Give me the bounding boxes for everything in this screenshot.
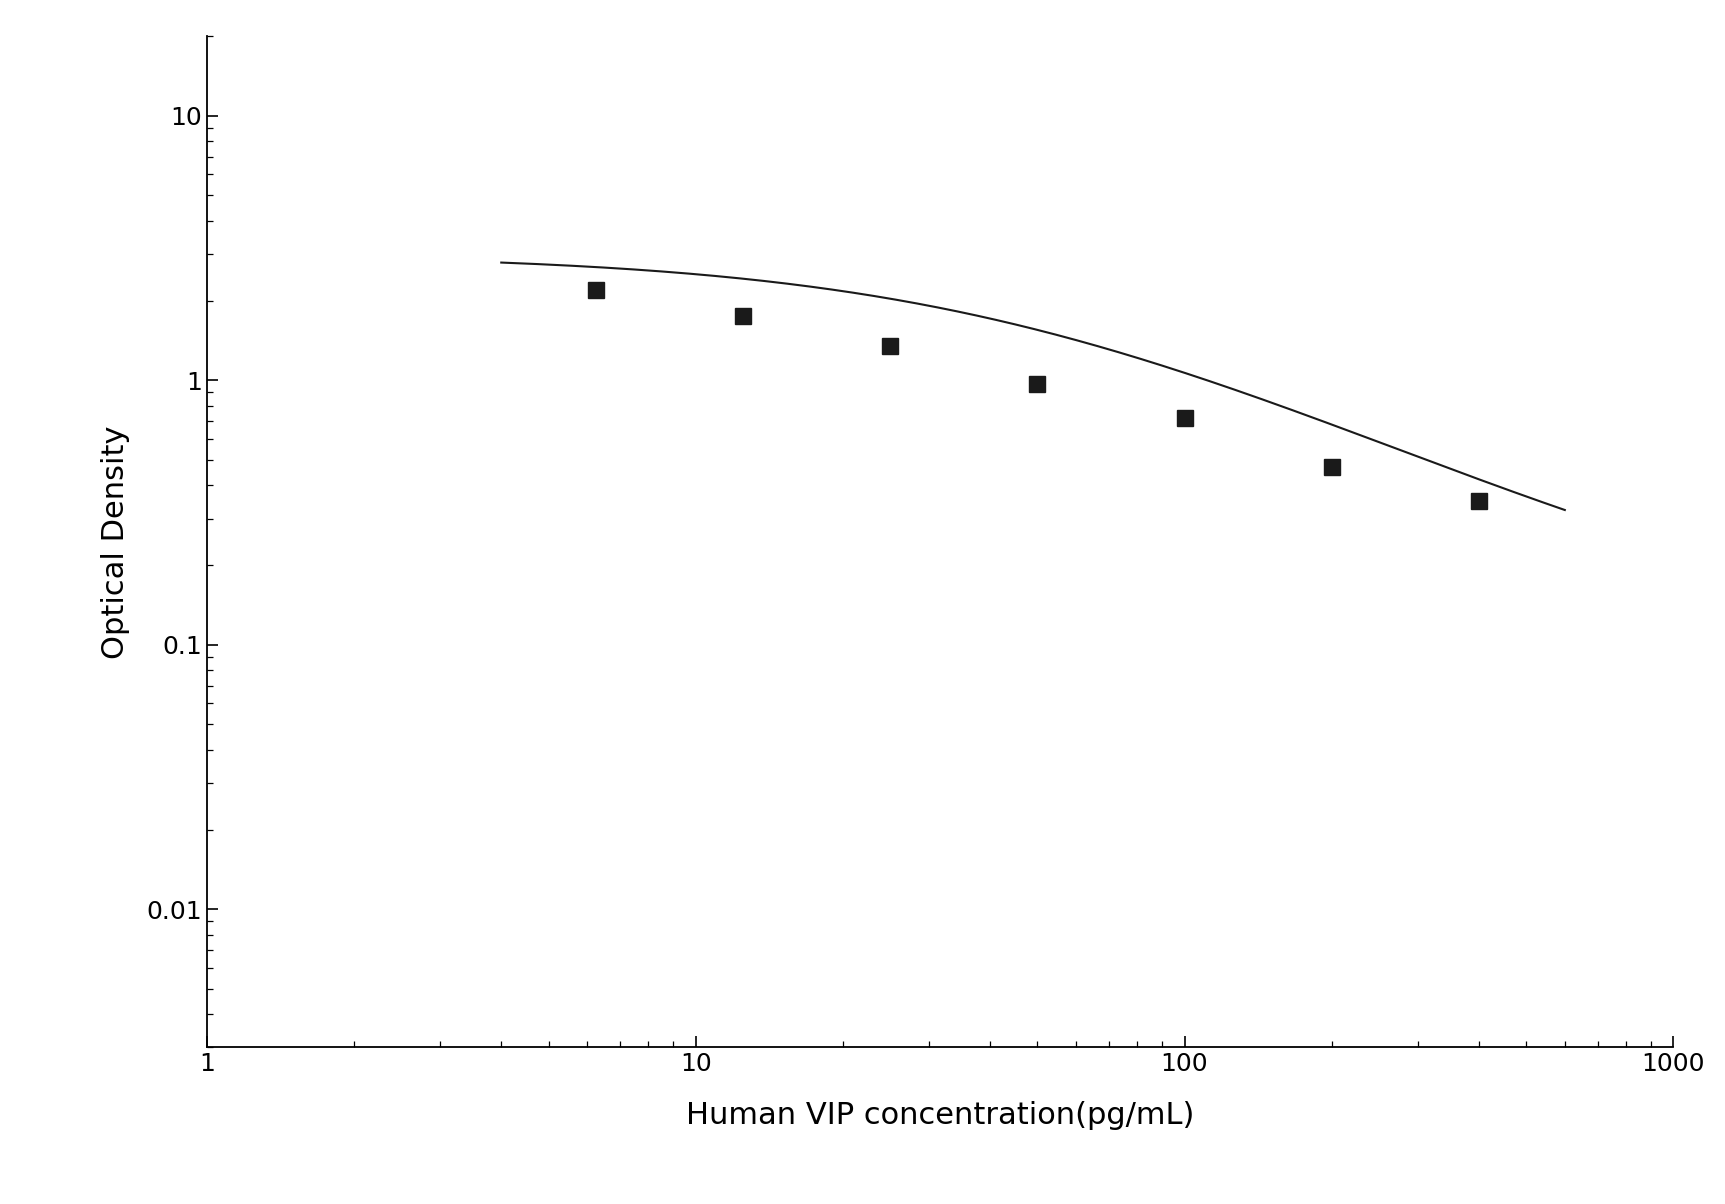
X-axis label: Human VIP concentration(pg/mL): Human VIP concentration(pg/mL) <box>687 1102 1194 1131</box>
Y-axis label: Optical Density: Optical Density <box>100 425 129 659</box>
